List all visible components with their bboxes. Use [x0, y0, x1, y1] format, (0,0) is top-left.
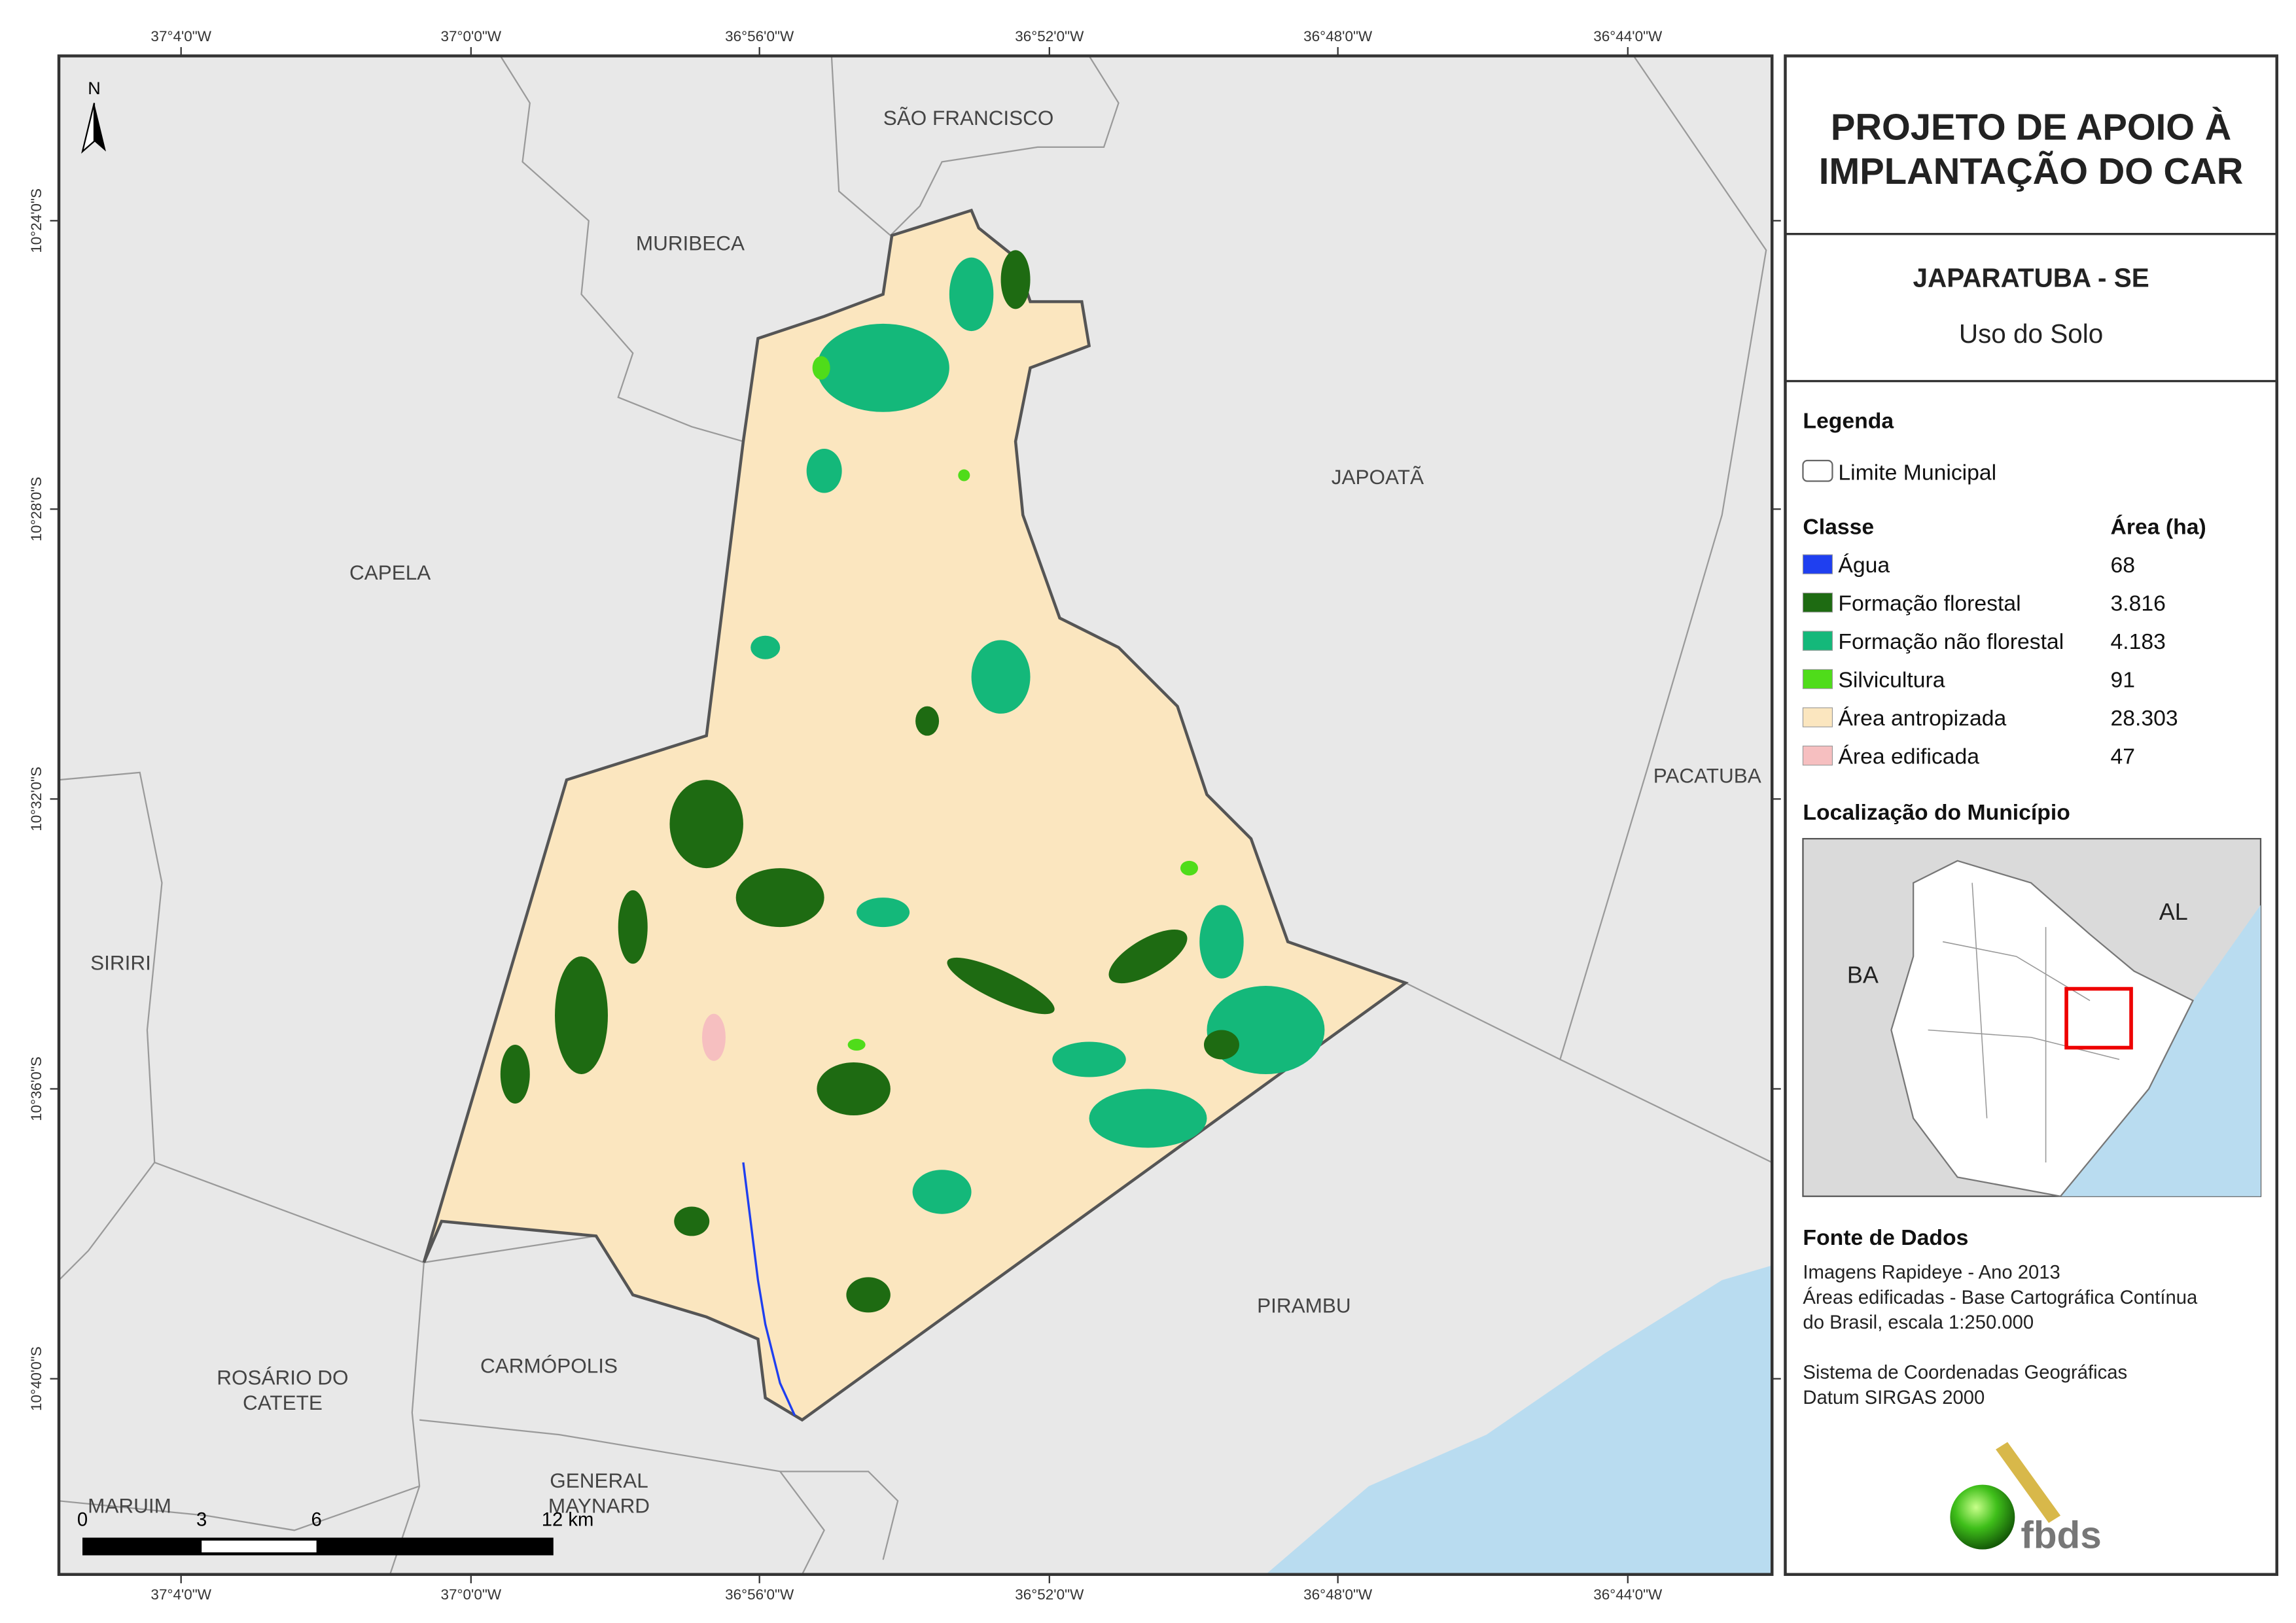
- longitude-label: 36°44'0"W: [1593, 1586, 1663, 1603]
- latitude-label: 10°28'0"S: [28, 477, 44, 542]
- land-use-patches: [500, 250, 1325, 1416]
- class-name: Área edificada: [1838, 744, 1979, 769]
- municipality-name: PIRAMBU: [1257, 1293, 1351, 1317]
- title-line: IMPLANTAÇÃO DO CAR: [1819, 150, 2244, 192]
- longitude-label: 37°0'0"W: [441, 1586, 502, 1603]
- north-label: N: [88, 79, 101, 98]
- municipality-labels: SÃO FRANCISCO MURIBECA JAPOATÃ CAPELA PACATU…: [88, 106, 1761, 1517]
- class-area: 47: [2111, 744, 2136, 769]
- longitude-label: 36°52'0"W: [1015, 1586, 1084, 1603]
- map-frame: [57, 54, 1774, 1577]
- side-panel: PROJETO DE APOIO À IMPLANTAÇÃO DO CAR JA…: [1784, 54, 2278, 1577]
- legend-swatch: [1802, 631, 1833, 651]
- longitude-label: 36°48'0"W: [1303, 28, 1373, 44]
- logo-text: fbds: [2021, 1514, 2101, 1556]
- source-lines: Imagens Rapideye - Ano 2013 Áreas edifica…: [1803, 1263, 2198, 1408]
- source-title: Fonte de Dados: [1803, 1225, 1968, 1250]
- source-line: Imagens Rapideye - Ano 2013: [1803, 1263, 2060, 1283]
- latitude-label: 10°24'0"S: [28, 188, 44, 253]
- longitude-label: 36°56'0"W: [725, 28, 794, 44]
- class-area: 91: [2111, 667, 2136, 692]
- legend-swatch: [1802, 669, 1833, 689]
- location-inset: AL BA: [1802, 837, 2262, 1197]
- class-area: 3.816: [2111, 591, 2166, 616]
- legend-swatch: [1802, 707, 1833, 727]
- source-line: do Brasil, escala 1:250.000: [1803, 1312, 2034, 1333]
- legend-title: Legenda: [1803, 409, 1894, 434]
- municipality-name: PACATUBA: [1653, 764, 1761, 788]
- boundary-label: Limite Municipal: [1838, 460, 1996, 485]
- scale-bar: 0 3 6 12 km: [77, 1510, 594, 1556]
- municipality-name: CARMÓPOLIS: [480, 1354, 618, 1378]
- source-line: Datum SIRGAS 2000: [1803, 1387, 1985, 1408]
- class-name: Área antropizada: [1838, 706, 2006, 731]
- municipality-name: ROSÁRIO DO: [217, 1366, 348, 1389]
- scale-label: 6: [311, 1510, 322, 1531]
- boundary-swatch: [1802, 459, 1833, 482]
- municipality-name: SIRIRI: [90, 951, 151, 974]
- inset-label: BA: [1847, 962, 1879, 988]
- municipal-boundaries: [59, 56, 1773, 1575]
- longitude-label: 36°52'0"W: [1015, 28, 1084, 44]
- longitude-label: 36°56'0"W: [725, 1586, 794, 1603]
- legend-swatch: [1802, 554, 1833, 574]
- north-arrow: N: [81, 79, 106, 154]
- map-body: [59, 56, 1773, 1575]
- latitude-label: 10°32'0"S: [28, 767, 44, 831]
- municipality-name: GENERAL: [550, 1469, 648, 1492]
- theme: Uso do Solo: [1959, 319, 2103, 349]
- class-name: Silvicultura: [1838, 667, 1945, 692]
- logo: fbds: [1950, 1442, 2102, 1556]
- scale-label: 0: [77, 1510, 88, 1531]
- legend-classes: Água 68 Formação florestal 3.816 Formação nã…: [1802, 553, 2178, 769]
- class-name: Formação não florestal: [1838, 629, 2064, 654]
- graticule-labels: 37°4'0"W 37°4'0"W 37°0'0"W 37°0'0"W 36°56'0"…: [28, 28, 1781, 1603]
- municipality-name: JAPOATÃ: [1332, 465, 1424, 489]
- class-name: Água: [1838, 553, 1890, 578]
- municipality-name: MARUIM: [88, 1493, 171, 1517]
- longitude-label: 36°44'0"W: [1593, 28, 1663, 44]
- longitude-label: 36°48'0"W: [1303, 1586, 1373, 1603]
- class-name: Formação florestal: [1838, 591, 2021, 616]
- source-line: Sistema de Coordenadas Geográficas: [1803, 1363, 2127, 1384]
- scale-label: 3: [196, 1510, 207, 1531]
- source-line: Áreas edificadas - Base Cartográfica Con…: [1803, 1287, 2198, 1308]
- municipality-name: SÃO FRANCISCO: [883, 106, 1054, 130]
- class-area: 4.183: [2111, 629, 2166, 654]
- latitude-label: 10°36'0"S: [28, 1056, 44, 1121]
- legend-swatch: [1802, 745, 1833, 766]
- area-header: Área (ha): [2111, 515, 2206, 540]
- legend-swatch: [1802, 592, 1833, 613]
- municipality-name: MURIBECA: [636, 231, 745, 254]
- municipality-title: JAPARATUBA - SE: [1913, 263, 2149, 293]
- latitude-label: 10°40'0"S: [28, 1346, 44, 1411]
- title-line: PROJETO DE APOIO À: [1831, 107, 2231, 148]
- longitude-label: 37°4'0"W: [150, 1586, 211, 1603]
- municipality-name: CAPELA: [349, 561, 431, 584]
- inset-label: AL: [2159, 898, 2188, 925]
- municipality-name: MAYNARD: [548, 1493, 650, 1517]
- scale-label: 12 km: [542, 1510, 594, 1531]
- class-header: Classe: [1803, 515, 1874, 540]
- ocean: [1265, 1265, 1773, 1575]
- longitude-label: 37°4'0"W: [150, 28, 211, 44]
- location-title: Localização do Município: [1803, 800, 2070, 825]
- municipality-name: CATETE: [243, 1391, 323, 1414]
- longitude-label: 37°0'0"W: [441, 28, 502, 44]
- class-area: 68: [2111, 553, 2136, 578]
- class-area: 28.303: [2111, 706, 2178, 731]
